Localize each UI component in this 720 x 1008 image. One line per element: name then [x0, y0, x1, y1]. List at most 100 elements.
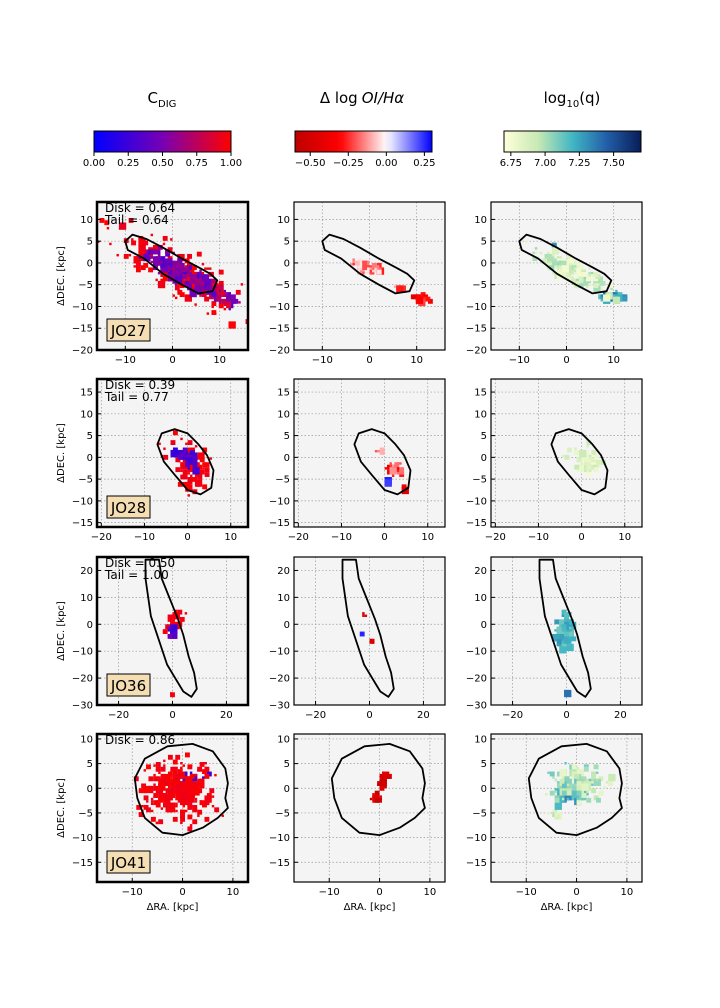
colorbar-fill-dlog: [294, 130, 433, 153]
data-pixel: [581, 778, 584, 782]
data-pixel: [578, 265, 584, 271]
data-pixel: [179, 265, 183, 268]
panel-frame: [95, 732, 250, 884]
data-pixel: [162, 235, 168, 241]
data-pixel: [162, 267, 168, 273]
y-tick-label: 0: [481, 620, 487, 631]
data-pixel: [607, 283, 613, 289]
data-pixel: [583, 278, 591, 286]
y-tick-label: 0: [481, 453, 487, 464]
data-pixel: [172, 449, 178, 455]
data-pixel: [167, 616, 173, 622]
x-tick-label: −20: [485, 532, 506, 543]
galaxy-contour: [353, 428, 412, 496]
y-tick-label: −15: [466, 858, 487, 869]
data-pixel: [559, 619, 565, 625]
data-pixel: [148, 267, 154, 273]
data-pixel: [150, 260, 154, 264]
y-tick-label: 0: [284, 620, 290, 631]
data-pixel: [150, 800, 154, 803]
x-tick-label: 10: [227, 887, 240, 898]
data-pixel: [206, 267, 210, 270]
y-tick-label: −5: [472, 808, 487, 819]
data-pixel: [184, 294, 192, 302]
data-pixel: [167, 269, 171, 273]
data-pixel: [377, 797, 383, 803]
data-pixel: [194, 280, 202, 289]
data-pixel: [551, 253, 555, 257]
data-pixel: [184, 271, 188, 275]
data-pixel: [157, 256, 161, 259]
y-tick-label: −10: [269, 833, 290, 844]
data-pixel: [167, 788, 173, 794]
data-pixel: [196, 278, 202, 284]
data-pixel: [620, 292, 623, 295]
data-pixel: [564, 454, 570, 460]
data-pixel: [211, 310, 217, 315]
data-pixel: [561, 260, 567, 266]
data-pixel: [197, 462, 200, 465]
data-pixel: [596, 797, 601, 803]
y-tick-label: 10: [80, 593, 93, 604]
y-tick-label: 0: [87, 620, 93, 631]
data-pixel: [150, 802, 154, 806]
data-pixel: [182, 474, 188, 480]
data-pixel: [588, 271, 591, 275]
data-pixel: [391, 464, 395, 468]
data-pixel: [197, 814, 200, 817]
data-pixel: [588, 788, 592, 791]
data-pixel: [226, 303, 231, 309]
data-pixel: [593, 467, 599, 473]
data-pixel: [561, 797, 565, 801]
data-pixel: [583, 781, 587, 784]
data-pixel: [384, 467, 388, 470]
data-pixel: [612, 294, 616, 297]
data-pixel: [573, 271, 577, 275]
y-tick-label: 0: [87, 258, 93, 269]
data-pixel: [170, 624, 173, 627]
y-tick-label: −5: [275, 808, 290, 819]
data-pixel: [352, 258, 355, 261]
data-pixel: [561, 641, 565, 644]
data-pixel: [163, 781, 166, 784]
data-pixel: [185, 771, 188, 774]
y-tick-label: −5: [275, 475, 290, 486]
pixel-map-dlog: [369, 771, 392, 803]
data-pixel: [185, 788, 190, 794]
data-pixel: [588, 283, 591, 286]
data-pixel: [184, 267, 190, 273]
data-pixel: [584, 457, 589, 463]
data-pixel: [372, 795, 375, 798]
data-pixel: [389, 467, 397, 475]
data-pixel: [551, 242, 555, 246]
data-pixel: [172, 759, 178, 765]
panel-JO27-logq: −10 0 10 −20 −15 −10 −5 0 5 10: [466, 201, 643, 366]
data-pixel: [170, 238, 173, 241]
colorbar-tick-label-cdig: 0.25: [117, 158, 139, 169]
data-pixel: [209, 457, 212, 460]
y-axis-label: ΔDEC. [kpc]: [56, 423, 67, 483]
y-tick-label: −10: [466, 833, 487, 844]
x-tick-label: 10: [424, 887, 437, 898]
data-pixel: [172, 430, 178, 436]
colorbar-dlog: −0.50 −0.25 0.00 0.25: [294, 130, 436, 169]
data-pixel: [571, 636, 577, 642]
data-pixel: [600, 296, 604, 300]
data-pixel: [425, 296, 431, 302]
data-pixel: [583, 764, 587, 767]
data-pixel: [143, 795, 149, 801]
data-pixel: [596, 771, 599, 774]
data-pixel: [187, 826, 193, 832]
data-pixel: [202, 467, 205, 470]
data-pixel: [542, 258, 548, 264]
data-pixel: [160, 766, 166, 772]
data-pixel: [197, 464, 203, 470]
data-pixel: [180, 802, 183, 806]
data-pixel: [576, 785, 582, 791]
data-pixel: [561, 614, 565, 617]
y-tick-label: −15: [72, 324, 93, 335]
data-pixel: [170, 452, 173, 455]
data-pixel: [187, 265, 190, 268]
